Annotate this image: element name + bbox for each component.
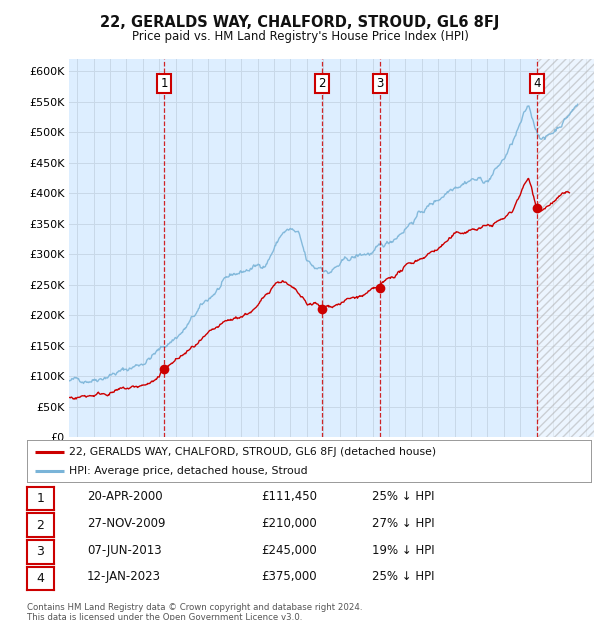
- Text: £210,000: £210,000: [261, 517, 317, 530]
- Bar: [537, 59, 594, 437]
- Text: 19% ↓ HPI: 19% ↓ HPI: [372, 544, 434, 557]
- Text: £375,000: £375,000: [261, 570, 317, 583]
- Text: HPI: Average price, detached house, Stroud: HPI: Average price, detached house, Stro…: [70, 466, 308, 476]
- Text: 22, GERALDS WAY, CHALFORD, STROUD, GL6 8FJ: 22, GERALDS WAY, CHALFORD, STROUD, GL6 8…: [100, 16, 500, 30]
- Text: Contains HM Land Registry data © Crown copyright and database right 2024.
This d: Contains HM Land Registry data © Crown c…: [27, 603, 362, 620]
- Text: 2: 2: [318, 77, 325, 90]
- Text: 25% ↓ HPI: 25% ↓ HPI: [372, 490, 434, 503]
- Text: 22, GERALDS WAY, CHALFORD, STROUD, GL6 8FJ (detached house): 22, GERALDS WAY, CHALFORD, STROUD, GL6 8…: [70, 446, 436, 456]
- Text: 07-JUN-2013: 07-JUN-2013: [87, 544, 161, 557]
- Text: 1: 1: [160, 77, 168, 90]
- Text: 27-NOV-2009: 27-NOV-2009: [87, 517, 166, 530]
- Text: 12-JAN-2023: 12-JAN-2023: [87, 570, 161, 583]
- Text: 3: 3: [37, 546, 44, 558]
- Bar: [537, 59, 594, 437]
- Text: 20-APR-2000: 20-APR-2000: [87, 490, 163, 503]
- Text: £111,450: £111,450: [261, 490, 317, 503]
- Text: 25% ↓ HPI: 25% ↓ HPI: [372, 570, 434, 583]
- Text: 4: 4: [533, 77, 541, 90]
- Text: 3: 3: [376, 77, 383, 90]
- Text: 4: 4: [37, 572, 44, 585]
- Text: 1: 1: [37, 492, 44, 505]
- Text: Price paid vs. HM Land Registry's House Price Index (HPI): Price paid vs. HM Land Registry's House …: [131, 30, 469, 43]
- Text: 27% ↓ HPI: 27% ↓ HPI: [372, 517, 434, 530]
- Text: 2: 2: [37, 519, 44, 531]
- Text: £245,000: £245,000: [261, 544, 317, 557]
